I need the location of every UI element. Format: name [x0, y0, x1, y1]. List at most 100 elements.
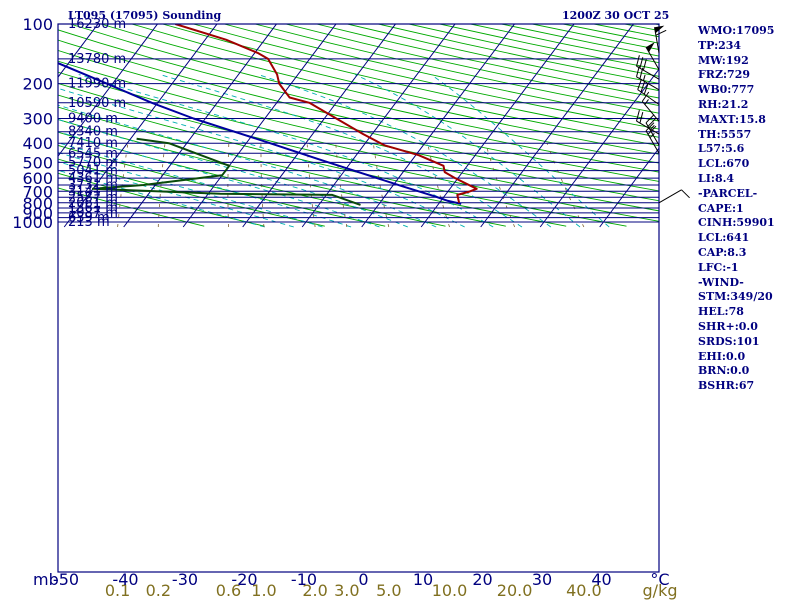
pressure-tick-label: 300 [22, 110, 53, 129]
mixing-ratio-label: 20.0 [497, 581, 533, 600]
dry-adiabat-line [58, 29, 659, 173]
height-label: 4361 m [68, 171, 118, 186]
wind-barb [641, 91, 660, 122]
temperature-tick-label: 30 [532, 570, 552, 589]
dry-adiabat-line [254, 24, 659, 114]
stats-panel: WMO:17095 TP:234 MW:192 FRZ:729 WB0:777 RH:21… [698, 24, 775, 394]
height-label: 3141 m [68, 184, 118, 199]
isotherm-line [301, 24, 456, 228]
dry-adiabat-line [193, 24, 659, 130]
dry-adiabat-line [58, 49, 659, 192]
dry-adiabat-line [58, 118, 506, 227]
mixing-ratio-label: 10.0 [432, 581, 468, 600]
stat-line: STM:349/20 [698, 290, 773, 304]
height-label: 2587 m [68, 190, 118, 205]
stat-line: FRZ:729 [698, 68, 751, 82]
wind-barb [645, 114, 660, 146]
mixing-ratio-line [373, 143, 390, 228]
stat-line: TH:5557 [698, 127, 752, 141]
wind-barb [645, 42, 660, 70]
pressure-tick-label: 400 [22, 134, 53, 153]
temperature-tick-label: 40 [591, 570, 611, 589]
moist-adiabat-line [430, 74, 610, 228]
stat-line: LFC:-1 [698, 260, 739, 274]
temperature-trace [175, 24, 478, 204]
temperature-tick-label: -20 [231, 570, 257, 589]
temperature-tick-label: 0 [358, 570, 368, 589]
height-label: 8340 m [68, 125, 118, 140]
stat-line: LI:8.4 [698, 171, 735, 185]
dry-adiabat-line [162, 24, 659, 138]
height-label: 13780 m [68, 52, 126, 67]
stat-line: SRDS:101 [698, 334, 760, 348]
height-label: 639 m [68, 211, 110, 226]
sounding-title: LT095 (17095) Sounding [68, 9, 222, 22]
isotherm-line [539, 68, 659, 228]
temperature-axis-label: °C [650, 570, 669, 589]
pressure-axis-label: mb [33, 570, 59, 589]
height-label: 5770 m [68, 155, 118, 170]
wind-barb [645, 122, 660, 154]
wind-barb [658, 189, 690, 204]
wind-barbs [636, 25, 690, 204]
isotherm-line [123, 24, 278, 228]
isotherm-line [242, 24, 397, 228]
temperature-tick-label: 10 [413, 570, 433, 589]
temperature-tick-label: -30 [172, 570, 198, 589]
moist-adiabat-line [58, 169, 265, 228]
dewpoint-trace [92, 137, 361, 206]
stat-line: HEL:78 [698, 305, 744, 319]
dry-adiabat-line [58, 131, 446, 227]
dry-adiabat-line [131, 24, 659, 147]
wind-barb [654, 25, 667, 53]
stat-line: LCL:641 [698, 231, 750, 245]
stat-line: EHI:0.0 [698, 349, 746, 363]
isotherm-line [599, 147, 659, 228]
height-label: 3731 m [68, 178, 118, 193]
wind-barb [636, 55, 660, 80]
pressure-tick-label: 500 [22, 153, 53, 172]
height-label: 9400 m [68, 112, 118, 127]
dry-adiabat-line [58, 39, 659, 182]
dry-adiabat-line [100, 24, 659, 155]
stat-line: WB0:777 [698, 83, 755, 97]
height-label: 10590 m [68, 96, 126, 111]
dry-adiabat-line [58, 172, 265, 227]
isotherm-line [58, 24, 99, 78]
dry-adiabat-line [58, 187, 205, 227]
mixing-ratio-label: 40.0 [566, 581, 602, 600]
height-label: 5041 m [68, 164, 118, 179]
stat-line: L57:5.6 [698, 142, 745, 156]
height-label: 1561 m [68, 201, 118, 216]
stat-line: MW:192 [698, 53, 749, 67]
stat-line: CAP:8.3 [698, 245, 747, 259]
mixing-ratio-label: 1.0 [251, 581, 276, 600]
dry-adiabat-line [69, 24, 659, 164]
dry-adiabat-line [779, 24, 800, 226]
stat-line: -WIND- [698, 275, 744, 289]
stat-line: RH:21.2 [698, 97, 749, 111]
stat-line: LCL:670 [698, 157, 750, 171]
height-label: 213 m [68, 215, 110, 230]
dry-adiabat-line [58, 71, 659, 212]
mixing-ratio-label: 2.0 [302, 581, 327, 600]
height-label: 2061 m [68, 196, 118, 211]
pressure-tick-label: 800 [22, 194, 53, 213]
axis-labels: 0.1 0.2 0.6 1.0 2.0 3.0 5.0 10.0 20.0 40.0 g/kg162… [12, 15, 677, 600]
stat-line: BSHR:67 [698, 379, 755, 393]
moist-adiabat-line [58, 118, 408, 228]
temperature-tick-label: -50 [53, 570, 79, 589]
profiles [58, 24, 478, 206]
parcel-trace [58, 62, 462, 205]
moist-adiabat-line [58, 161, 294, 228]
dry-adiabat-line [224, 24, 659, 122]
mixing-ratio-label: 3.0 [334, 581, 359, 600]
mixing-ratio-label: 0.2 [146, 581, 171, 600]
temperature-tick-label: -10 [291, 570, 317, 589]
isotherm-line [420, 24, 575, 228]
mixing-ratio-line [157, 143, 166, 227]
mixing-ratio-line [227, 143, 230, 227]
mixing-ratio-unit: g/kg [643, 581, 678, 600]
height-label: 11990 m [68, 77, 126, 92]
